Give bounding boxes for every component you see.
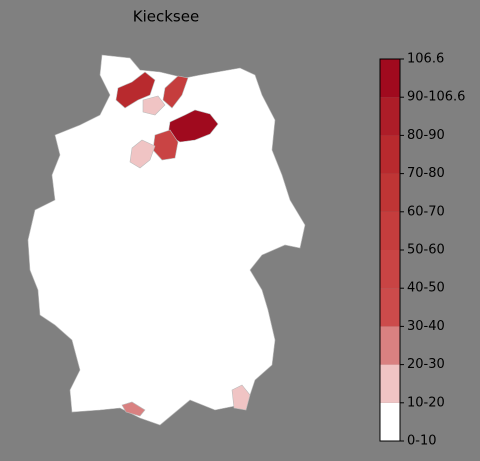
- legend-label: 40-50: [407, 281, 445, 296]
- legend-label: 10-20: [407, 395, 445, 410]
- region: [142, 95, 166, 116]
- region: [231, 384, 251, 411]
- legend-label: 30-40: [407, 319, 445, 334]
- legend-label: 60-70: [407, 204, 445, 219]
- region: [121, 401, 146, 417]
- region: [162, 75, 189, 109]
- legend-label: 50-60: [407, 243, 445, 258]
- legend-label: 0-10: [407, 434, 437, 449]
- legend-label: 80-90: [407, 128, 445, 143]
- legend-swatch: [380, 97, 400, 136]
- legend-label: 90-106.6: [407, 90, 465, 105]
- legend-swatch: [380, 211, 400, 250]
- country-outline: [27, 54, 306, 426]
- legend-swatch: [380, 250, 400, 289]
- legend-label: 106.6: [407, 52, 444, 67]
- map-title: Kiecksee: [133, 8, 199, 26]
- legend-swatch: [380, 135, 400, 174]
- legend-swatch: [380, 364, 400, 403]
- legend-swatch: [380, 59, 400, 98]
- germany-map: [27, 54, 306, 426]
- region: [129, 139, 156, 169]
- legend-swatch: [380, 288, 400, 327]
- legend-swatch: [380, 402, 400, 441]
- region: [115, 71, 156, 109]
- legend-label: 20-30: [407, 357, 445, 372]
- legend-label: 70-80: [407, 166, 445, 181]
- legend-swatch: [380, 173, 400, 212]
- legend-swatch: [380, 326, 400, 365]
- legend: 0-10 10-20 20-30 30-40 40-50 50-60 60-70 70-80 8…: [379, 52, 465, 449]
